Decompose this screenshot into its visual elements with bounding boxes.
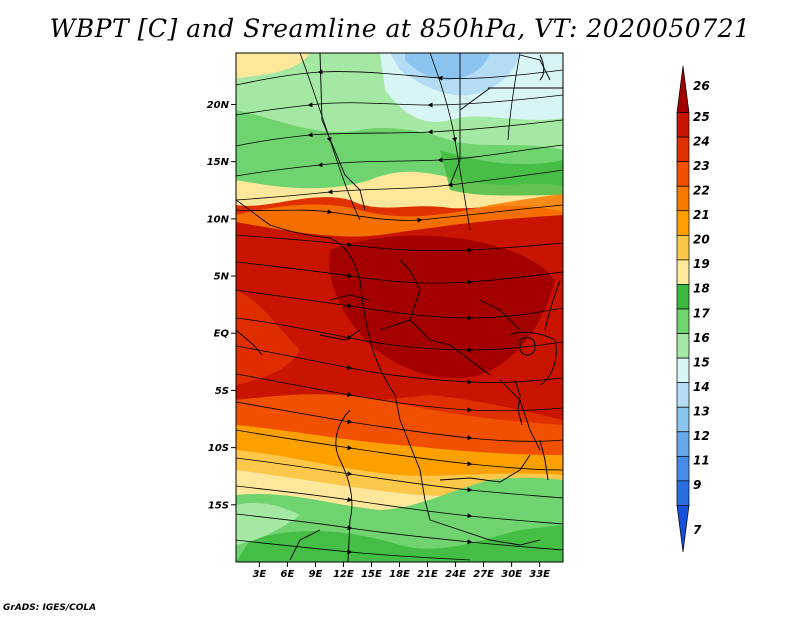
credit-text: GrADS: IGES/COLA [3,603,97,613]
colorbar-label: 9 [693,478,701,492]
lon-label: 3E [252,569,266,580]
field-green-light-sw [236,503,300,545]
lon-label: 18E [389,569,410,580]
lon-label: 15E [361,569,382,580]
colorbar-swatch [676,480,690,506]
colorbar-label: 18 [693,282,710,296]
colorbar-swatch [676,284,690,310]
colorbar-swatch [676,357,690,384]
colorbar-swatch [676,431,690,457]
colorbar-swatch [676,308,690,334]
streamlines [236,53,563,561]
lat-label: 15N [207,157,230,168]
lat-label: 10N [207,214,230,225]
lon-label: 24E [445,569,466,580]
field-green-dark-south [236,525,563,562]
colorbar-swatch [676,210,690,236]
colorbar-label: 15 [693,355,710,369]
colorbar-label: 23 [693,159,710,173]
colorbar-label: 7 [693,523,702,537]
colorbar-swatch [676,161,690,187]
colorbar-label: 24 [693,134,710,148]
lat-label: 15S [208,500,229,511]
lon-label: 27E [473,569,494,580]
colorbar-label: 22 [693,184,710,198]
colorbar-label: 26 [693,79,710,93]
lat-label: EQ [214,329,230,340]
colorbar-arrow-bottom [676,505,690,553]
lon-label: 33E [529,569,550,580]
field-pale-nw [236,53,310,78]
longitude-axis: 3E 6E 9E 12E 15E 18E 21E 24E 27E 30E 33E [252,562,550,580]
colorbar-swatch [676,136,690,163]
colorbar-swatch [676,259,690,285]
colorbar-swatch [676,382,690,408]
colorbar-swatch [676,455,690,482]
colorbar-label: 17 [693,306,710,320]
colorbar-label: 21 [693,208,710,222]
colorbar-label: 25 [693,110,710,124]
colorbar-label: 14 [693,380,710,394]
colorbar-swatch [676,185,690,212]
lat-label: 20N [207,100,230,111]
field-green-dark-ne [440,150,563,196]
colorbar-label: 20 [693,233,710,247]
colorbar-swatch [676,112,690,138]
lon-label: 9E [309,569,323,580]
country-borders [236,53,563,562]
field-orange-west [236,290,300,385]
lon-label: 6E [280,569,294,580]
chart-title: WBPT [C] and Sreamline at 850hPa, VT: 20… [49,14,751,43]
colorbar-arrow-top [676,65,690,113]
lon-label: 30E [501,569,522,580]
lat-label: 5S [215,386,229,397]
colorbar-swatch [676,234,690,261]
colorbar-label: 13 [693,405,710,419]
lon-label: 12E [333,569,354,580]
colorbar-label: 19 [693,257,710,271]
colorbar-swatch [676,406,690,433]
latitude-axis: 20N 15N 10N 5N EQ 5S 10S 15S [207,100,236,511]
lat-label: 5N [214,272,230,283]
lake-outlines [514,54,549,481]
wbpt-field [236,53,563,562]
colorbar-label: 11 [693,454,710,468]
colorbar: 26 25 24 23 22 21 20 19 18 17 16 15 14 13 12 11 9 7 [676,65,710,553]
colorbar-label: 16 [693,331,710,345]
colorbar-label: 12 [693,429,710,443]
lat-label: 10S [208,443,229,454]
colorbar-swatch [676,333,690,359]
lon-label: 21E [417,569,438,580]
